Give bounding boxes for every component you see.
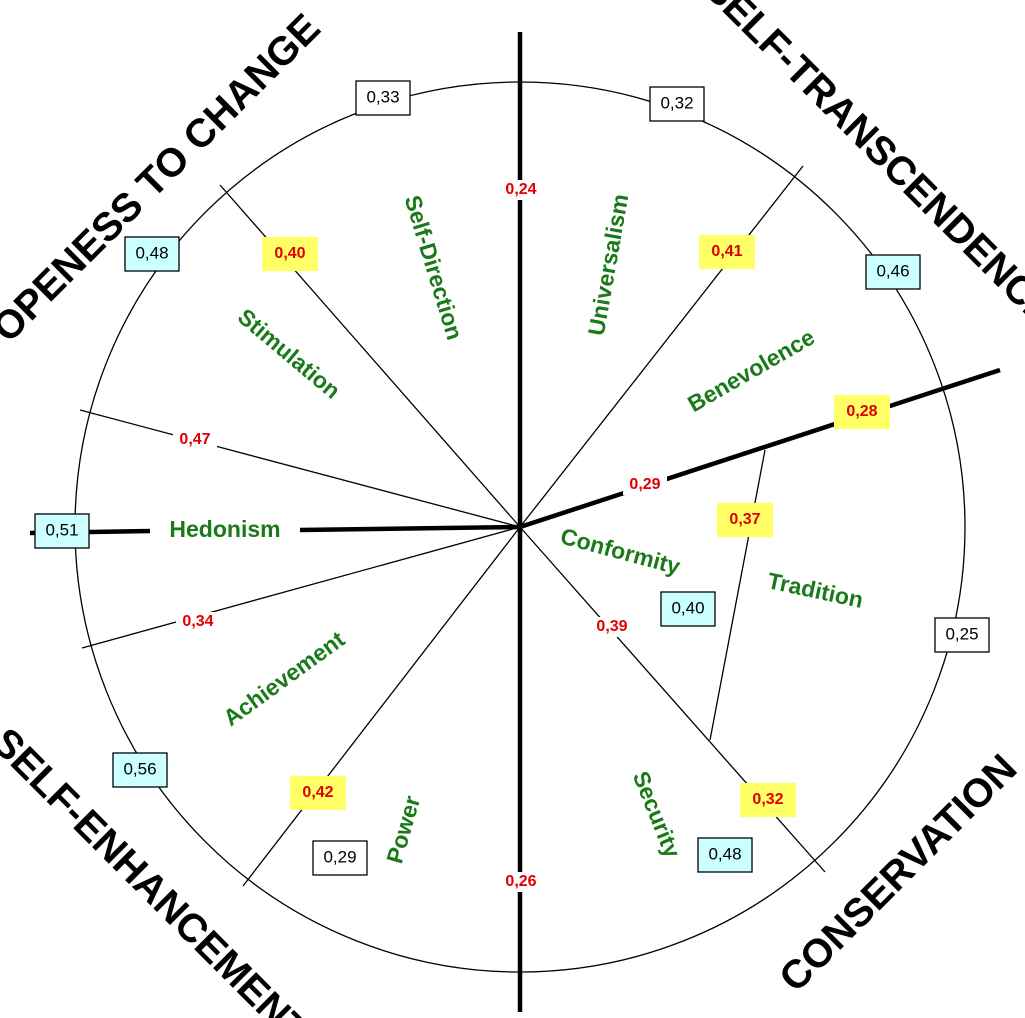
value-box <box>934 617 990 653</box>
value-box <box>660 591 716 627</box>
divider <box>709 449 766 741</box>
label-bg <box>590 617 634 637</box>
label-bg <box>499 872 543 892</box>
box-value: 0,40 <box>671 598 704 617</box>
value-box <box>34 513 90 549</box>
value-name: Tradition <box>765 567 865 613</box>
value-box <box>312 840 368 876</box>
line-label: 0,34 <box>182 613 213 630</box>
divider <box>81 526 521 649</box>
box-value: 0,29 <box>323 847 356 866</box>
divider <box>219 184 521 528</box>
axis <box>299 524 521 533</box>
value-box <box>865 254 921 290</box>
box-value: 0,56 <box>123 759 156 778</box>
quadrant-label: OPENESS TO CHANGE <box>0 6 329 351</box>
highlight <box>290 776 346 810</box>
value-box <box>124 236 180 272</box>
box-value: 0,51 <box>45 520 78 539</box>
line-label: 0,39 <box>596 618 627 635</box>
line-label: 0,32 <box>752 791 783 808</box>
line-label: 0,29 <box>629 476 660 493</box>
box-value: 0,48 <box>135 243 168 262</box>
label-bg <box>173 430 217 450</box>
value-box <box>112 752 168 788</box>
axis <box>519 367 1001 530</box>
label-bg <box>176 612 220 632</box>
value-box <box>697 837 753 873</box>
value-name: Security <box>628 767 686 861</box>
divider <box>242 526 521 887</box>
highlight <box>262 237 318 271</box>
value-name: Benevolence <box>683 324 819 417</box>
box-value: 0,25 <box>945 624 978 643</box>
divider <box>79 409 521 528</box>
line-label: 0,42 <box>302 784 333 801</box>
highlight <box>699 235 755 269</box>
value-name: Stimulation <box>233 303 346 403</box>
highlight <box>717 503 773 537</box>
line-label: 0,40 <box>274 245 305 262</box>
line-label: 0,26 <box>505 873 536 890</box>
value-box <box>355 80 411 116</box>
quadrant-label: SELF-TRANSCENDENCE <box>695 0 1025 335</box>
box-value: 0,33 <box>366 87 399 106</box>
highlight <box>834 395 890 429</box>
value-name: Hedonism <box>169 516 280 542</box>
value-name: Universalism <box>583 192 633 338</box>
label-bg <box>623 475 667 495</box>
value-box <box>649 86 705 122</box>
quadrant-label: CONSERVATION <box>771 746 1025 1000</box>
line-label: 0,47 <box>179 431 210 448</box>
line-label: 0,37 <box>729 511 760 528</box>
value-name: Conformity <box>558 523 683 580</box>
box-value: 0,32 <box>660 93 693 112</box>
value-name: Self-Direction <box>400 192 469 343</box>
line-label: 0,28 <box>846 403 877 420</box>
box-value: 0,46 <box>876 261 909 280</box>
box-value: 0,48 <box>708 844 741 863</box>
value-name: Achievement <box>218 626 349 731</box>
line-label: 0,24 <box>505 181 536 198</box>
divider <box>519 165 804 528</box>
value-name: Power <box>381 793 425 867</box>
highlight <box>740 783 796 817</box>
label-bg <box>499 180 543 200</box>
line-label: 0,41 <box>711 243 742 260</box>
